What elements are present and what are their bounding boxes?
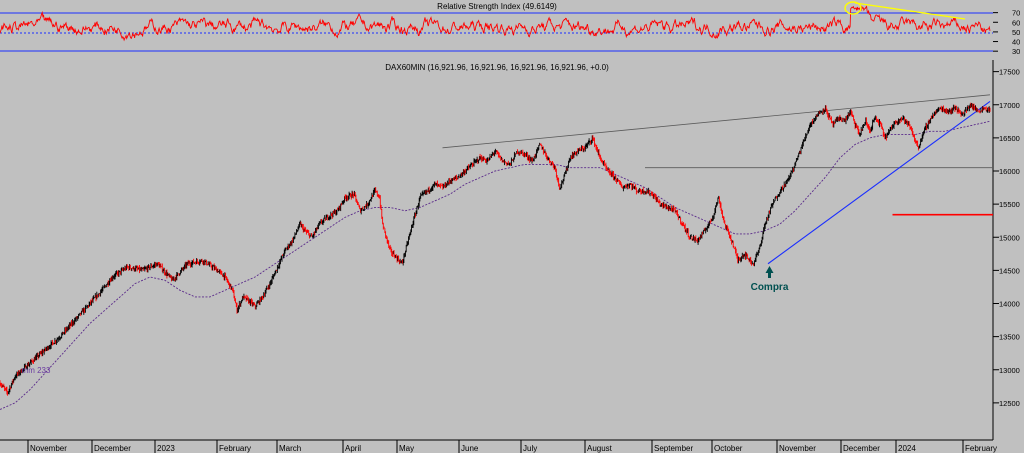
x-tick-label: December: [94, 444, 131, 453]
x-tick-label: September: [654, 444, 693, 453]
x-tick-label: December: [843, 444, 880, 453]
x-tick-label: November: [779, 444, 816, 453]
x-tick-label: October: [714, 444, 743, 453]
x-tick-label: November: [30, 444, 67, 453]
rsi-tick-label: 40: [1012, 38, 1020, 47]
rsi-panel: Relative Strength Index (49.6149) 706050…: [0, 1, 1020, 56]
x-tick-label: 2024: [898, 444, 916, 453]
ma-233-line: [0, 120, 991, 410]
x-tick-label: May: [399, 444, 414, 453]
x-tick-label: August: [587, 444, 613, 453]
price-tick-label: 14000: [999, 300, 1020, 309]
rsi-title: Relative Strength Index (49.6149): [437, 2, 557, 11]
price-tick-label: 17500: [999, 68, 1020, 77]
price-panel: DAX60MIN (16,921.96, 16,921.96, 16,921.9…: [0, 60, 1020, 440]
price-tick-label: 14500: [999, 266, 1020, 275]
rsi-trendline: [854, 2, 966, 20]
price-bars: [0, 102, 991, 396]
x-tick-label: February: [219, 444, 251, 453]
rsi-highlight-circle: [844, 1, 862, 15]
x-tick-label: April: [345, 444, 361, 453]
support-trendline: [767, 100, 991, 265]
x-tick-label: 2023: [157, 444, 175, 453]
x-tick-label: July: [523, 444, 537, 453]
price-tick-label: 17000: [999, 101, 1020, 110]
rsi-tick-label: 70: [1012, 9, 1020, 18]
rsi-line: [0, 5, 991, 42]
rsi-tick-label: 60: [1012, 18, 1020, 27]
price-tick-label: 15500: [999, 200, 1020, 209]
price-tick-label: 16000: [999, 167, 1020, 176]
price-title: DAX60MIN (16,921.96, 16,921.96, 16,921.9…: [385, 63, 609, 72]
price-tick-label: 13000: [999, 366, 1020, 375]
x-tick-label: June: [461, 444, 479, 453]
ma-annotation: mm 233: [22, 366, 51, 375]
price-tick-label: 16500: [999, 134, 1020, 143]
resistance-trendline: [442, 94, 991, 149]
buy-arrow-icon: [765, 265, 774, 278]
price-tick-label: 15000: [999, 233, 1020, 242]
x-tick-label: February: [965, 444, 997, 453]
rsi-tick-label: 50: [1012, 28, 1020, 37]
rsi-tick-label: 30: [1012, 47, 1020, 56]
buy-annotation: Compra: [751, 282, 789, 293]
price-tick-label: 13500: [999, 333, 1020, 342]
x-tick-label: March: [279, 444, 301, 453]
price-tick-label: 12500: [999, 399, 1020, 408]
